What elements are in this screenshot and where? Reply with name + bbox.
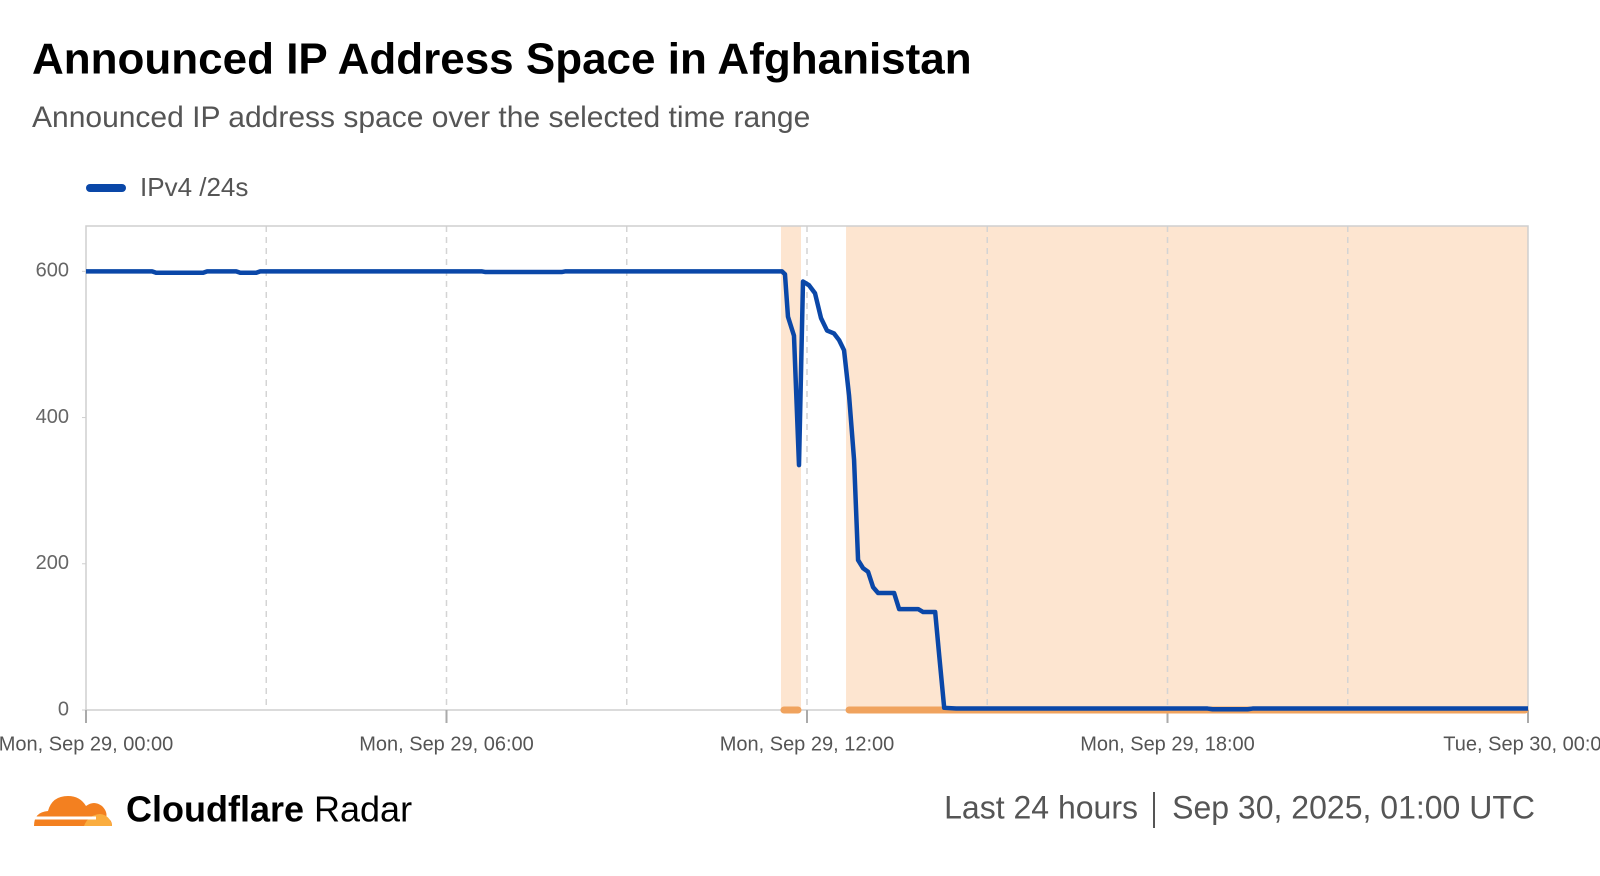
highlight-range — [780, 226, 801, 710]
y-tick-label: 200 — [36, 552, 69, 574]
footer-range: Last 24 hours — [944, 789, 1138, 825]
logo — [34, 796, 112, 826]
x-tick-label: Mon, Sep 29, 00:00 — [0, 733, 173, 755]
highlight-range — [846, 226, 1528, 710]
y-tick-label: 400 — [36, 406, 69, 428]
x-tick-label: Tue, Sep 30, 00:00 — [1443, 733, 1600, 755]
x-tick-label: Mon, Sep 29, 06:00 — [359, 733, 534, 755]
footer-product: Radar — [314, 789, 412, 830]
footer-timestamp: Sep 30, 2025, 01:00 UTC — [1172, 789, 1535, 825]
y-tick-label: 600 — [36, 260, 69, 282]
footer-brand: Cloudflare — [126, 789, 304, 830]
chart-title: Announced IP Address Space in Afghanista… — [32, 35, 972, 84]
x-tick-label: Mon, Sep 29, 12:00 — [720, 733, 895, 755]
series-line — [86, 269, 1528, 712]
x-tick-label: Mon, Sep 29, 18:00 — [1080, 733, 1255, 755]
chart-subtitle: Announced IP address space over the sele… — [32, 101, 810, 134]
y-tick-label: 0 — [58, 698, 69, 720]
legend-label: IPv4 /24s — [140, 172, 248, 202]
